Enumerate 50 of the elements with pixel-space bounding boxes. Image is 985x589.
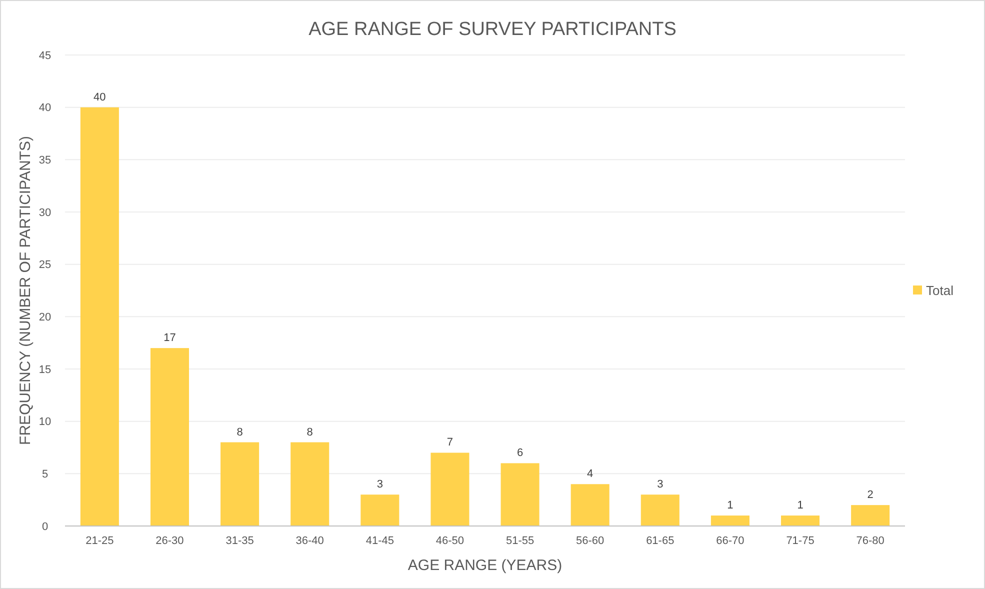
bar <box>430 452 470 526</box>
x-tick-label: 36-40 <box>296 535 324 547</box>
x-tick-label: 26-30 <box>156 535 184 547</box>
data-label: 1 <box>727 500 734 512</box>
data-label: 1 <box>797 500 804 512</box>
data-label: 3 <box>376 478 383 491</box>
data-label: 8 <box>236 426 243 438</box>
y-tick-label: 35 <box>38 154 52 167</box>
bar <box>570 484 610 526</box>
data-label: 7 <box>446 436 454 449</box>
x-tick-label: 76-80 <box>856 535 884 547</box>
x-tick-label: 51-55 <box>506 535 534 547</box>
bar <box>80 107 119 526</box>
bar <box>780 516 820 526</box>
data-label: 40 <box>94 91 106 104</box>
y-axis-title: FREQUENCY (NUMBER OF PARTICIPANTS) <box>17 136 34 445</box>
x-tick-label: 66-70 <box>716 535 744 547</box>
y-tick-label: 25 <box>38 259 52 272</box>
data-label: 8 <box>306 426 313 438</box>
y-tick-label: 40 <box>38 102 52 114</box>
data-label: 6 <box>516 447 524 460</box>
bar <box>640 494 680 526</box>
x-tick-label: 31-35 <box>226 535 254 547</box>
y-tick-label: 0 <box>42 520 48 533</box>
bar <box>851 505 890 526</box>
x-tick-label: 61-65 <box>646 535 674 547</box>
y-tick-label: 20 <box>38 312 52 324</box>
bar <box>220 442 260 526</box>
bar <box>360 494 400 526</box>
x-tick-label: 56-60 <box>576 535 604 547</box>
data-label: 17 <box>164 332 176 344</box>
bar <box>710 516 750 526</box>
bar <box>500 463 540 526</box>
x-tick-label: 41-45 <box>366 535 394 547</box>
x-tick-label: 71-75 <box>786 535 814 547</box>
x-tick-label: 21-25 <box>86 535 114 547</box>
data-label: 4 <box>587 468 594 480</box>
y-tick-label: 45 <box>38 50 52 62</box>
x-axis-title: AGE RANGE (YEARS) <box>408 557 562 574</box>
y-tick-label: 30 <box>38 206 52 219</box>
bar <box>290 442 330 526</box>
data-label: 2 <box>867 489 874 502</box>
x-tick-label: 46-50 <box>436 535 464 547</box>
data-label: 3 <box>657 478 664 491</box>
y-tick-label: 15 <box>38 364 52 376</box>
y-tick-label: 10 <box>38 416 52 428</box>
bar <box>150 348 190 526</box>
chart-title: AGE RANGE OF SURVEY PARTICIPANTS <box>308 19 676 40</box>
legend-label: Total <box>926 283 954 298</box>
y-tick-label: 5 <box>42 468 48 481</box>
